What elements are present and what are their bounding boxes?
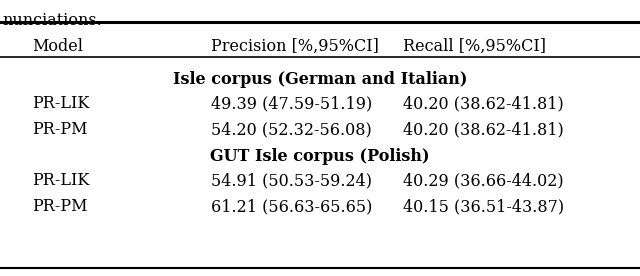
Text: 61.21 (56.63-65.65): 61.21 (56.63-65.65) <box>211 198 372 215</box>
Text: nunciations.: nunciations. <box>2 12 102 29</box>
Text: Precision [%,95%CI]: Precision [%,95%CI] <box>211 38 379 55</box>
Text: Model: Model <box>32 38 83 55</box>
Text: 49.39 (47.59-51.19): 49.39 (47.59-51.19) <box>211 95 372 112</box>
Text: PR-LIK: PR-LIK <box>32 172 90 189</box>
Text: PR-PM: PR-PM <box>32 121 88 138</box>
Text: 40.20 (38.62-41.81): 40.20 (38.62-41.81) <box>403 121 564 138</box>
Text: 40.29 (36.66-44.02): 40.29 (36.66-44.02) <box>403 172 564 189</box>
Text: 40.15 (36.51-43.87): 40.15 (36.51-43.87) <box>403 198 564 215</box>
Text: 54.20 (52.32-56.08): 54.20 (52.32-56.08) <box>211 121 372 138</box>
Text: Recall [%,95%CI]: Recall [%,95%CI] <box>403 38 546 55</box>
Text: 54.91 (50.53-59.24): 54.91 (50.53-59.24) <box>211 172 372 189</box>
Text: GUT Isle corpus (Polish): GUT Isle corpus (Polish) <box>211 148 429 165</box>
Text: PR-PM: PR-PM <box>32 198 88 215</box>
Text: Isle corpus (German and Italian): Isle corpus (German and Italian) <box>173 71 467 88</box>
Text: PR-LIK: PR-LIK <box>32 95 90 112</box>
Text: 40.20 (38.62-41.81): 40.20 (38.62-41.81) <box>403 95 564 112</box>
